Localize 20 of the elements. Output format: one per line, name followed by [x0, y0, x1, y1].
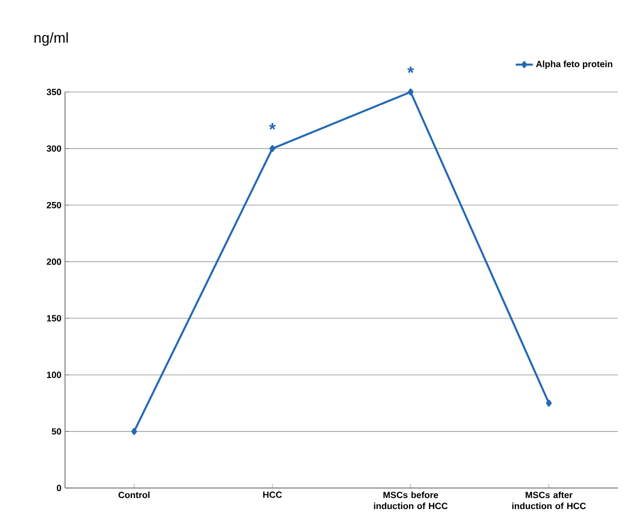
x-tick-label: MSCs before induction of HCC [374, 492, 448, 510]
point [270, 145, 276, 152]
y-axis-title: ng/ml [34, 32, 68, 46]
y-tick-label: 100 [47, 372, 62, 378]
annotation: * [407, 66, 414, 73]
y-tick-label: 150 [47, 315, 62, 322]
y-tick-label: 250 [46, 202, 62, 208]
y-tick-label: 0 [56, 484, 62, 492]
y-tick-label: 350 [46, 88, 62, 96]
point [546, 400, 552, 407]
x-tick-label: Control [118, 492, 150, 498]
point [408, 88, 414, 96]
legend-label: Alpha feto protein [536, 60, 612, 69]
y-tick-label: 200 [46, 258, 62, 265]
x-tick-label: HCC [263, 492, 282, 498]
point [131, 428, 138, 435]
x-tick-label: MSCs after induction of HCC [512, 492, 586, 510]
y-tick-label: 50 [52, 428, 62, 435]
annotation: * [269, 123, 276, 130]
y-tick-label: 300 [46, 145, 62, 152]
